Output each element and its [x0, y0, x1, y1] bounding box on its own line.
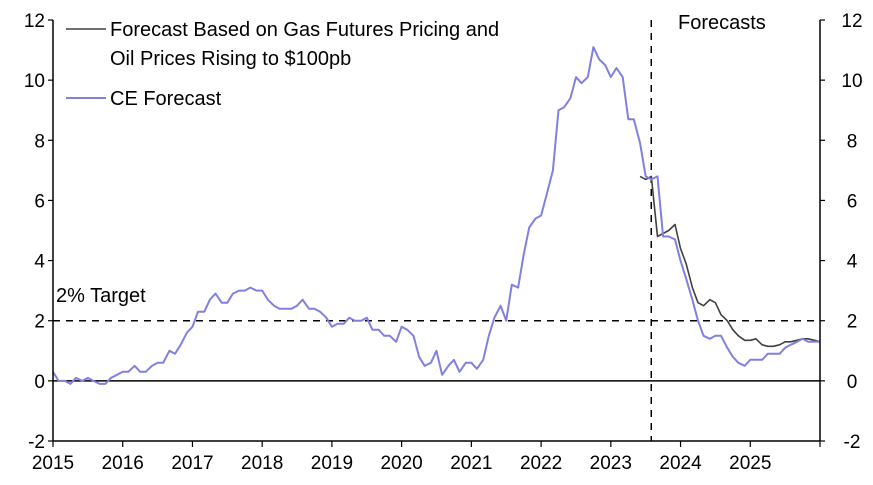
y-tick-right-label: 6	[847, 191, 858, 212]
y-tick-left-label: 6	[34, 191, 45, 212]
x-tick-label: 2021	[450, 453, 492, 474]
y-tick-left-label: 10	[24, 71, 45, 92]
y-tick-left-label: 12	[24, 11, 45, 32]
x-tick-label: 2019	[311, 453, 353, 474]
y-ticks-left: -2 0 2 4 6 8 10 12	[24, 11, 53, 453]
x-tick-label: 2023	[590, 453, 632, 474]
y-tick-right-label: 10	[841, 71, 862, 92]
y-tick-right-label: 8	[847, 131, 858, 152]
y-tick-right-label: 4	[847, 252, 858, 273]
x-tick-label: 2017	[171, 453, 213, 474]
x-tick-label: 2022	[520, 453, 562, 474]
y-tick-left-label: 4	[34, 252, 45, 273]
y-tick-left-label: -2	[28, 432, 45, 453]
series-line-gas-forecast	[639, 175, 821, 348]
x-tick-label: 2025	[729, 453, 771, 474]
target-label: 2% Target	[56, 285, 146, 307]
legend-label-gas-line2: Oil Prices Rising to $100pb	[110, 48, 351, 70]
y-tick-right-label: 12	[841, 11, 862, 32]
y-tick-left-label: 8	[34, 131, 45, 152]
x-tick-label: 2024	[659, 453, 702, 474]
x-tick-label: 2015	[32, 453, 74, 474]
y-ticks-right: -2 0 2 4 6 8 10 12	[820, 11, 863, 453]
legend: Forecast Based on Gas Futures Pricing an…	[66, 19, 499, 110]
forecasts-label: Forecasts	[678, 12, 766, 34]
y-tick-right-label: 2	[847, 312, 858, 333]
series-line-ce-forecast	[52, 46, 820, 385]
y-tick-left-label: 2	[34, 312, 45, 333]
y-tick-left-label: 0	[34, 372, 45, 393]
y-tick-right-label: -2	[844, 432, 861, 453]
y-tick-right-label: 0	[847, 372, 858, 393]
legend-label-gas-line1: Forecast Based on Gas Futures Pricing an…	[110, 19, 499, 41]
x-ticks: 2015 2016 2017 2018 2019 2020 2021 2022 2023 2024…	[32, 441, 821, 474]
x-tick-label: 2016	[102, 453, 144, 474]
x-tick-label: 2018	[241, 453, 283, 474]
legend-label-ce: CE Forecast	[110, 88, 222, 110]
x-tick-label: 2020	[380, 453, 422, 474]
